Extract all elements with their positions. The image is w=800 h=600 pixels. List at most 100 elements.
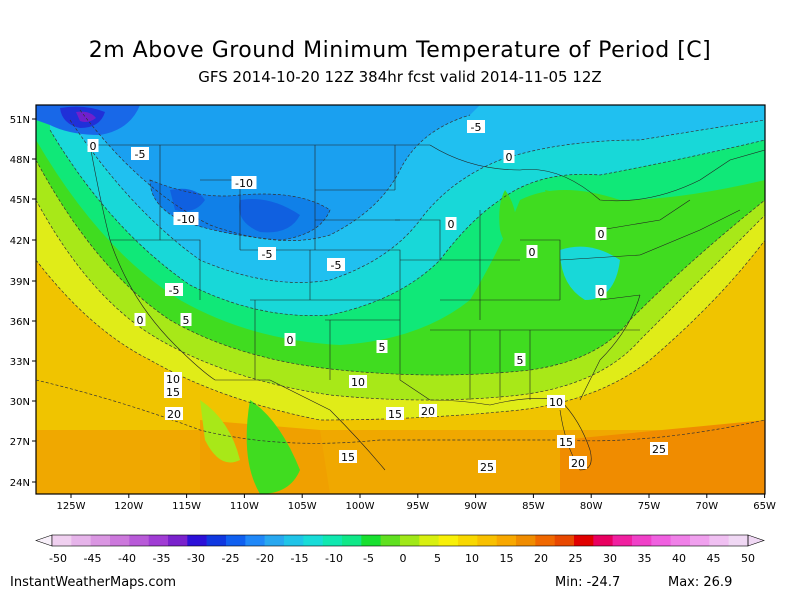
colorbar-swatch — [593, 535, 613, 546]
temperature-field — [36, 105, 765, 494]
colorbar-label: -10 — [325, 552, 343, 565]
colorbar-swatch — [458, 535, 478, 546]
colorbar-swatch — [129, 535, 149, 546]
longitude-label: 110W — [230, 501, 259, 512]
colorbar-swatch — [612, 535, 633, 546]
contour-value-label: 15 — [388, 408, 402, 421]
contour-value-label: 15 — [559, 436, 573, 449]
colorbar-swatch — [400, 535, 420, 546]
longitude-label: 95W — [406, 501, 429, 512]
contour-value-label: 0 — [529, 246, 536, 259]
colorbar-swatch — [52, 535, 72, 546]
longitude-label: 65W — [753, 501, 776, 512]
map-frame — [35, 104, 766, 495]
colorbar-label: -35 — [153, 552, 171, 565]
contour-value-label: 0 — [598, 228, 605, 241]
longitude-label: 125W — [57, 501, 86, 512]
colorbar-label: -50 — [49, 552, 67, 565]
colorbar-label: 35 — [638, 552, 652, 565]
colorbar-swatch — [516, 535, 536, 546]
colorbar-swatch — [206, 535, 227, 546]
latitude-label: 36N — [10, 317, 30, 328]
contour-value-label: -10 — [235, 177, 253, 190]
colorbar-swatch — [709, 535, 729, 546]
source-credit: InstantWeatherMaps.com — [10, 575, 177, 590]
colorbar-label: -45 — [84, 552, 102, 565]
colorbar-swatch — [303, 535, 323, 546]
latitude-label: 45N — [10, 195, 30, 206]
latitude-label: 33N — [10, 357, 30, 368]
longitude-label: 120W — [114, 501, 143, 512]
colorbar-swatch — [187, 535, 207, 546]
latitude-label: 39N — [10, 277, 30, 288]
colorbar-swatch — [554, 535, 575, 546]
colorbar-label: 45 — [707, 552, 721, 565]
colorbar-swatch — [226, 535, 246, 546]
longitude-label: 105W — [288, 501, 317, 512]
colorbar-swatch — [670, 535, 691, 546]
colorbar-swatch — [496, 535, 517, 546]
colorbar-label: 5 — [434, 552, 441, 565]
colorbar-label: 25 — [569, 552, 583, 565]
contour-value-label: 5 — [517, 354, 524, 367]
contour-value-label: 0 — [137, 314, 144, 327]
colorbar-label: 20 — [534, 552, 548, 565]
longitude-label: 90W — [464, 501, 487, 512]
contour-value-label: -10 — [177, 213, 195, 226]
longitude-label: 85W — [522, 501, 545, 512]
contour-value-label: -5 — [169, 284, 180, 297]
colorbar-swatch — [148, 535, 169, 546]
longitude-label: 115W — [172, 501, 201, 512]
longitude-label: 80W — [580, 501, 603, 512]
colorbar-swatch — [361, 535, 381, 546]
colorbar-swatch — [535, 535, 555, 546]
contour-value-label: 25 — [652, 443, 666, 456]
latitude-label: 51N — [10, 115, 30, 126]
contour-value-label: 25 — [480, 461, 494, 474]
colorbar-swatch — [168, 535, 188, 546]
contour-value-label: -5 — [135, 148, 146, 161]
colorbar-left-arrow — [35, 534, 53, 547]
latitude-labels: 51N 48N 45N 42N 39N 36N 33N 30N 27N 24N — [10, 115, 36, 489]
contour-value-label: 0 — [598, 286, 605, 299]
colorbar-label: -25 — [222, 552, 240, 565]
colorbar-swatch — [264, 535, 285, 546]
latitude-label: 27N — [10, 437, 30, 448]
colorbar-swatch — [690, 535, 710, 546]
colorbar-swatch — [632, 535, 652, 546]
contour-value-label: -5 — [331, 259, 342, 272]
colorbar-label: 30 — [603, 552, 617, 565]
colorbar-swatch — [245, 535, 265, 546]
latitude-label: 24N — [10, 478, 30, 489]
colorbar-label: -30 — [187, 552, 205, 565]
boundaries — [89, 144, 765, 471]
colorbar-swatch — [728, 535, 749, 546]
contour-value-label: 10 — [549, 396, 563, 409]
colorbar-label: 40 — [672, 552, 686, 565]
contour-value-label: 15 — [166, 386, 180, 399]
latitude-label: 42N — [10, 236, 30, 247]
longitude-label: 100W — [346, 501, 375, 512]
map-subtitle: GFS 2014-10-20 12Z 384hr fcst valid 2014… — [198, 68, 602, 86]
colorbar-swatch — [284, 535, 304, 546]
contour-value-label: 20 — [167, 408, 181, 421]
colorbar-swatch — [342, 535, 362, 546]
colorbar-right-arrow — [747, 534, 765, 547]
colorbar-label: -40 — [118, 552, 136, 565]
colorbar-label: 0 — [400, 552, 407, 565]
colorbar-swatch — [574, 535, 594, 546]
contour-value-label: 0 — [90, 140, 97, 153]
colorbar-swatch — [322, 535, 343, 546]
colorbar-swatch — [438, 535, 459, 546]
contour-value-label: 0 — [448, 218, 455, 231]
colorbar-label: -20 — [256, 552, 274, 565]
colorbar-label: 15 — [500, 552, 514, 565]
max-value: Max: 26.9 — [668, 575, 733, 590]
contour-value-label: 0 — [506, 151, 513, 164]
min-value: Min: -24.7 — [555, 575, 621, 590]
contour-value-label: 15 — [341, 451, 355, 464]
colorbar-swatch — [477, 535, 497, 546]
contour-value-label: 20 — [571, 457, 585, 470]
contour-value-label: 10 — [351, 376, 365, 389]
